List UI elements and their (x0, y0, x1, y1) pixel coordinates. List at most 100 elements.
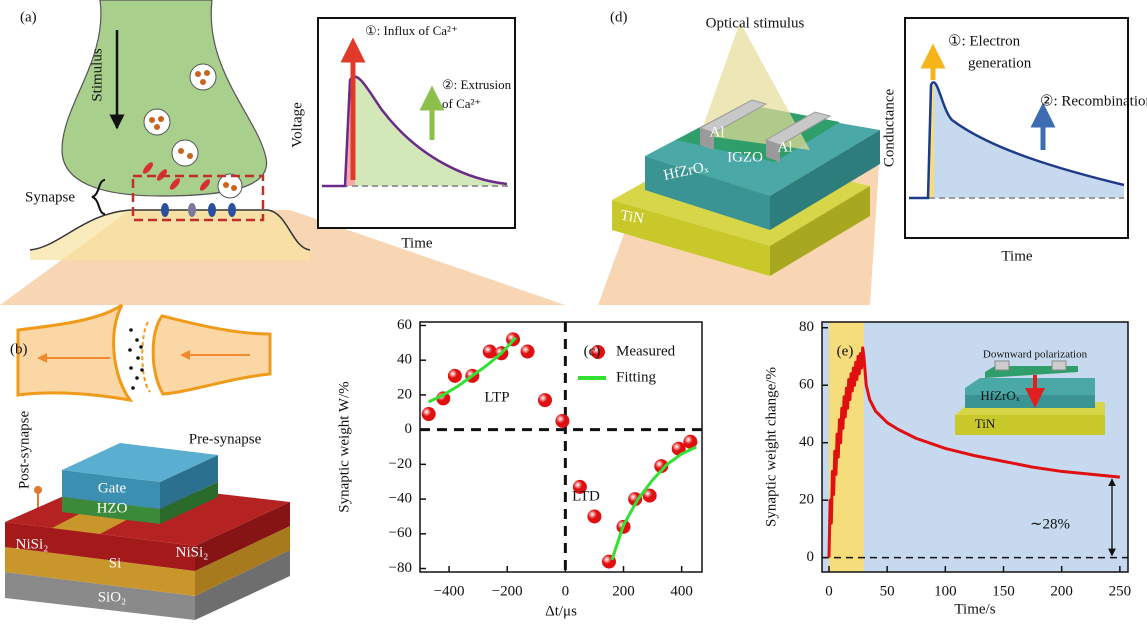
shape (30, 210, 310, 260)
source-label: NiSi₂ (16, 536, 49, 552)
shape (139, 345, 143, 349)
annotation: LTD (572, 488, 600, 504)
y-tick-label: 60 (397, 317, 412, 333)
inset-label: HfZrOₓ (980, 388, 1019, 403)
channel-label: Si (109, 555, 122, 571)
synapse-label: Synapse (25, 189, 75, 205)
shape (149, 117, 155, 123)
electrode-label: Al (778, 139, 793, 155)
shape (172, 140, 198, 166)
y-tick-label: 20 (799, 492, 814, 508)
shape (34, 486, 42, 494)
inset-y-label: Conductance (881, 89, 897, 168)
shape (223, 182, 229, 188)
inset-annotation: generation (968, 55, 1032, 71)
shape (178, 148, 184, 154)
panel-label: (c) (584, 343, 601, 359)
shape (128, 348, 132, 352)
panel-label: (a) (20, 9, 37, 25)
data-point (521, 345, 535, 359)
panel-a: (a) Stimulus Synapse ①: Influx of Ca²⁺ ②… (0, 0, 565, 305)
annotation: LTP (484, 389, 509, 405)
inset-label: TiN (975, 416, 996, 431)
inset-annotation: ①: Influx of Ca²⁺ (365, 23, 458, 38)
panel-d: (d) Optical stimulus Al Al IGZO HfZrOₓ T… (598, 9, 1147, 305)
shape (154, 124, 160, 130)
shape (200, 79, 206, 85)
y-tick-label: 60 (799, 377, 814, 393)
y-tick-label: −20 (389, 456, 412, 472)
annotation: ∼28% (1030, 516, 1070, 532)
inset-title: Downward polarization (983, 349, 1088, 361)
y-tick-label: 40 (799, 434, 814, 450)
shape (190, 64, 216, 90)
inset-annotation: of Ca²⁺ (442, 96, 481, 111)
shape (161, 203, 169, 217)
inset-y-label: Voltage (289, 102, 305, 148)
electrode-label: Al (710, 124, 725, 140)
pre-synapse-label: Pre-synapse (189, 431, 262, 447)
shape (995, 361, 1009, 370)
plot-frame (420, 322, 702, 572)
x-tick-label: −200 (492, 583, 523, 599)
panel-label: (b) (10, 341, 28, 357)
legend-label: Fitting (616, 369, 657, 385)
panel-label: (e) (837, 343, 854, 359)
shape (228, 203, 236, 217)
data-point (448, 369, 462, 383)
channel-label: IGZO (727, 149, 763, 165)
shape (142, 322, 150, 392)
inset-annotation: ②: Extrusion (442, 77, 512, 92)
y-axis-label: Synaptic weight change/% (763, 367, 779, 527)
inset-x-label: Time (1001, 248, 1032, 264)
data-point (422, 407, 436, 421)
shape (129, 366, 133, 370)
y-tick-label: 20 (397, 386, 412, 402)
shape (187, 153, 193, 159)
inset-annotation: ①: Electron (948, 33, 1021, 49)
data-point (587, 509, 601, 523)
dielectric-label: HZO (97, 500, 128, 516)
data-point (555, 414, 569, 428)
shape (204, 70, 210, 76)
x-tick-label: 150 (992, 583, 1015, 599)
x-axis-label: Δt/μs (545, 603, 577, 619)
x-tick-label: −400 (434, 583, 465, 599)
shape (158, 116, 164, 122)
y-axis-label: Synaptic weight W/% (336, 381, 352, 512)
panel-label: (d) (610, 9, 628, 25)
shape (195, 71, 201, 77)
panel-b: (b) Post-synapse Pre-synapse Gate HZO Ni… (5, 305, 290, 620)
y-tick-label: −60 (389, 525, 412, 541)
inset-x-label: Time (401, 235, 432, 251)
x-tick-label: 400 (670, 583, 693, 599)
y-tick-label: −40 (389, 491, 412, 507)
shape (1052, 361, 1066, 370)
x-tick-label: 250 (1109, 583, 1132, 599)
x-tick-label: 200 (612, 583, 635, 599)
shape (136, 356, 140, 360)
shape (129, 328, 133, 332)
y-tick-label: −80 (389, 560, 412, 576)
x-tick-label: 200 (1050, 583, 1073, 599)
x-tick-label: 0 (562, 583, 570, 599)
stimulus-label: Stimulus (89, 48, 105, 102)
drain-label: NiSi₂ (176, 544, 209, 560)
shape (144, 109, 170, 135)
data-point (538, 393, 552, 407)
shape (140, 368, 144, 372)
y-tick-label: 40 (397, 352, 412, 368)
shape (231, 185, 237, 191)
gate-label: Gate (98, 480, 127, 496)
shape (131, 386, 135, 390)
x-tick-label: 50 (880, 583, 895, 599)
y-tick-label: 0 (405, 421, 413, 437)
y-tick-label: 0 (807, 549, 815, 565)
x-tick-label: 100 (934, 583, 957, 599)
figure: (a) Stimulus Synapse ①: Influx of Ca²⁺ ②… (0, 0, 1147, 624)
legend-label: Measured (616, 343, 676, 359)
x-tick-label: 0 (825, 583, 833, 599)
shape (208, 203, 216, 217)
post-synapse-label: Post-synapse (16, 410, 32, 489)
x-axis-label: Time/s (954, 601, 995, 617)
